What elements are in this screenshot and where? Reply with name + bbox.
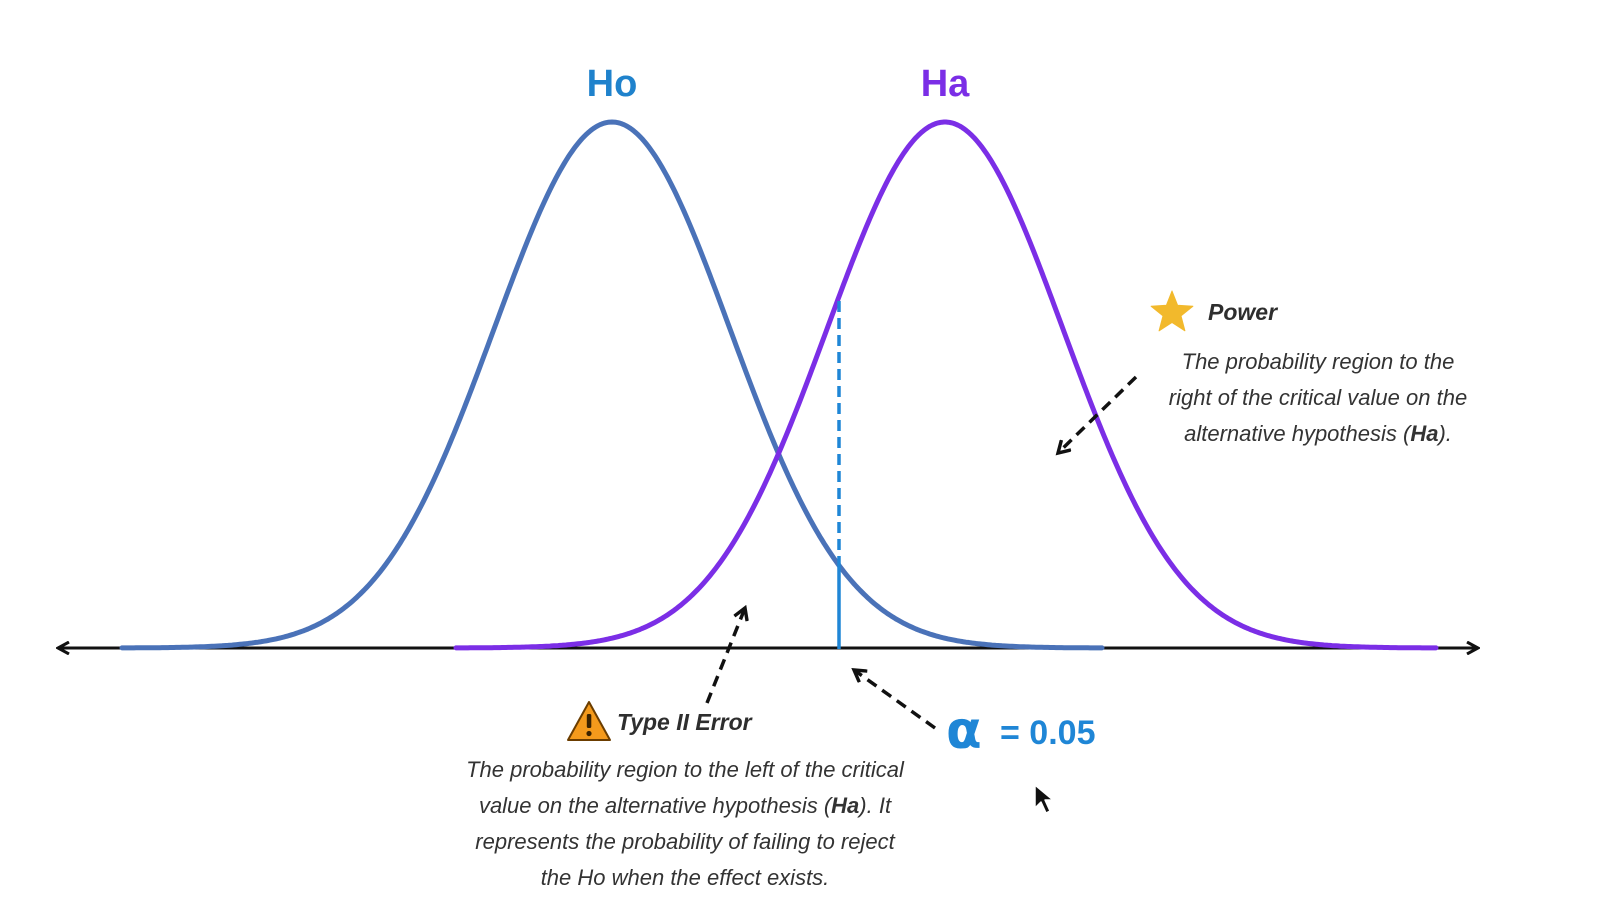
alpha-callout: α = 0.05 — [854, 670, 1095, 761]
star-icon — [1150, 290, 1194, 332]
type-two-error-title: Type II Error — [617, 709, 753, 735]
power-callout: Power The probability region to the righ… — [1058, 290, 1467, 453]
alpha-symbol: α — [946, 701, 982, 761]
ho-label: Ho — [587, 63, 638, 105]
power-description-line-1: The probability region to the — [1182, 349, 1455, 374]
type-two-error-pointer-arrow — [705, 608, 745, 704]
type-two-error-description-line-1: The probability region to the left of th… — [466, 757, 905, 782]
power-title: Power — [1208, 299, 1278, 325]
alpha-value: = 0.05 — [1000, 714, 1095, 752]
power-description-line-2: right of the critical value on the — [1169, 385, 1467, 410]
ha-distribution-curve — [453, 119, 1439, 651]
warning-icon — [567, 701, 611, 741]
type-two-error-callout: Type II Error The probability region to … — [466, 608, 905, 890]
power-description-line-3: alternative hypothesis (Ha). — [1184, 421, 1452, 446]
type-two-error-description-line-3: represents the probability of failing to… — [475, 829, 895, 854]
power-pointer-arrow — [1058, 375, 1138, 453]
type-two-error-description-line-2: value on the alternative hypothesis (Ha)… — [479, 793, 892, 818]
alpha-pointer-arrow — [854, 670, 937, 730]
type-two-error-description-line-4: the Ho when the effect exists. — [541, 865, 830, 890]
ha-label: Ha — [921, 63, 970, 105]
ho-distribution-curve — [119, 119, 1105, 651]
mouse-cursor-icon — [1034, 784, 1054, 814]
